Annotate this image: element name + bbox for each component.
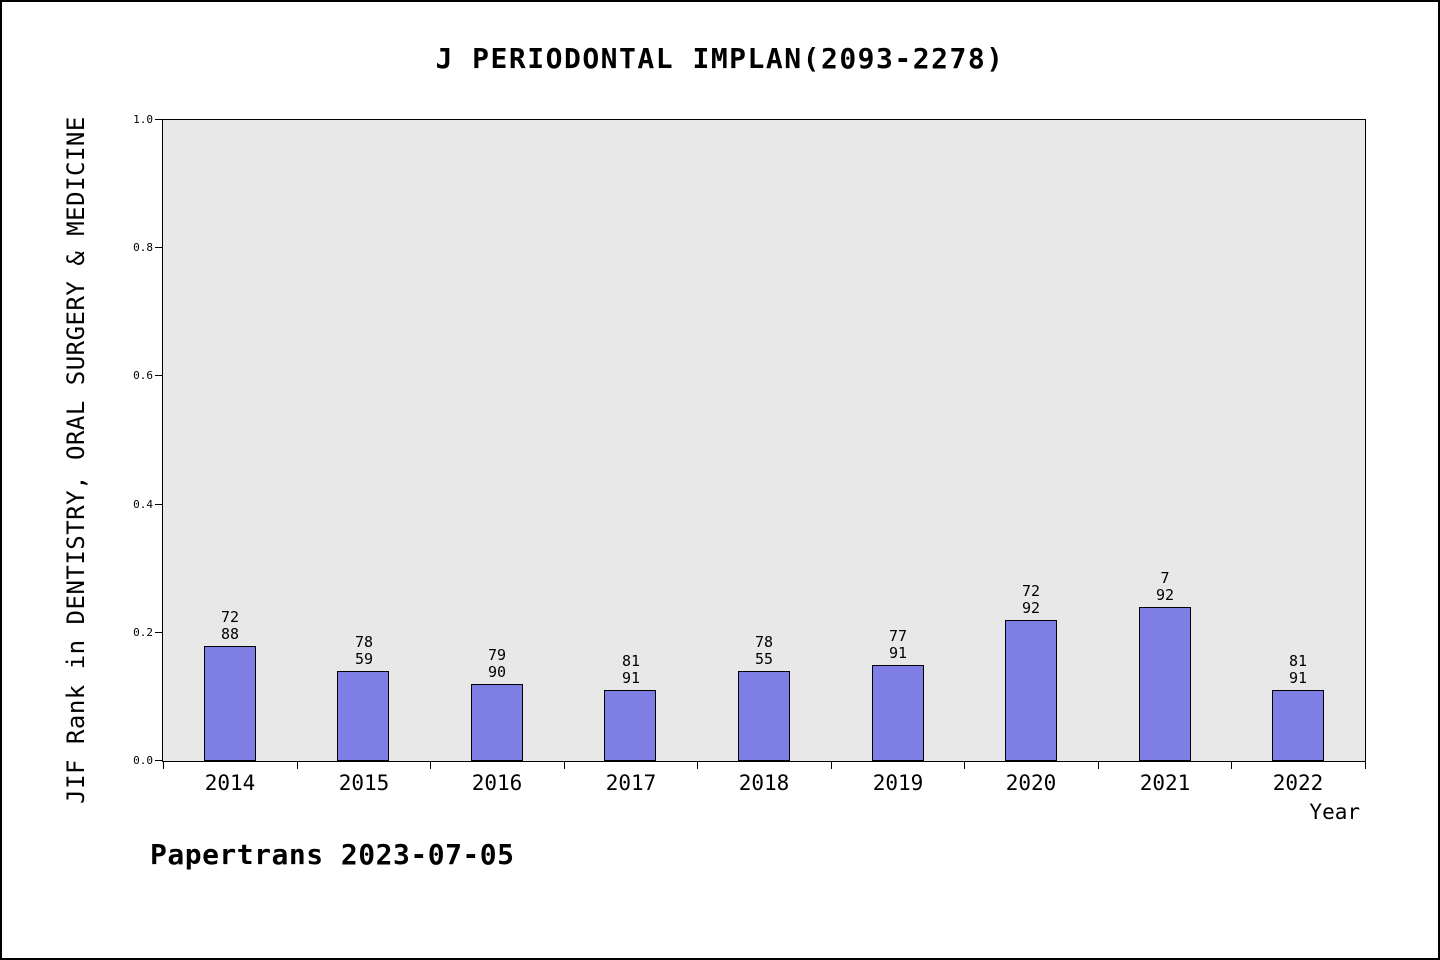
- bar-2016: [471, 684, 523, 761]
- bar-label-top: 7: [1160, 569, 1170, 587]
- x-tick-label: 2022: [1272, 771, 1324, 795]
- x-tick-mark: [831, 761, 832, 769]
- bar-label-2015: 78 59: [297, 634, 431, 668]
- bar-label-top: 72: [1021, 582, 1041, 600]
- x-tick-mark: [163, 761, 164, 769]
- bar-label-top: 81: [621, 652, 641, 670]
- bar-label-bottom: 91: [888, 644, 908, 662]
- bar-label-bottom: 91: [1288, 669, 1308, 687]
- x-tick-label: 2020: [1005, 771, 1057, 795]
- x-tick-mark: [1231, 761, 1232, 769]
- x-tick-label: 2021: [1139, 771, 1191, 795]
- bar-label-bottom: 88: [220, 625, 240, 643]
- bar-label-top: 72: [220, 608, 240, 626]
- x-tick-label: 2015: [338, 771, 390, 795]
- bar-label-top: 79: [487, 646, 507, 664]
- bar-2017: [604, 690, 656, 761]
- x-tick-label: 2016: [471, 771, 523, 795]
- y-axis-label: JIF Rank in DENTISTRY, ORAL SURGERY & ME…: [62, 116, 90, 804]
- y-tick-mark: [155, 119, 163, 120]
- bar-label-top: 77: [888, 627, 908, 645]
- bar-2020: [1005, 620, 1057, 761]
- x-tick-label: 2019: [872, 771, 924, 795]
- bar-label-2020: 72 92: [964, 583, 1098, 617]
- watermark-text: Papertrans 2023-07-05: [150, 838, 515, 871]
- x-tick-label: 2014: [204, 771, 256, 795]
- bar-label-bottom: 92: [1155, 586, 1175, 604]
- bar-2018: [738, 671, 790, 761]
- bar-2021: [1139, 607, 1191, 761]
- bar-label-2018: 78 55: [697, 634, 831, 668]
- bar-label-top: 81: [1288, 652, 1308, 670]
- bar-2019: [872, 665, 924, 761]
- chart-title: J PERIODONTAL IMPLAN(2093-2278): [435, 42, 1005, 75]
- bar-label-2022: 81 91: [1231, 653, 1365, 687]
- y-tick-label: 1.0: [133, 113, 153, 126]
- bar-label-bottom: 55: [754, 650, 774, 668]
- bar-label-bottom: 90: [487, 663, 507, 681]
- x-tick-mark: [564, 761, 565, 769]
- bar-label-bottom: 91: [621, 669, 641, 687]
- x-tick-label: 2018: [738, 771, 790, 795]
- bar-label-top: 78: [754, 633, 774, 651]
- bar-label-2017: 81 91: [564, 653, 698, 687]
- y-tick-mark: [155, 760, 163, 761]
- bar-label-bottom: 59: [354, 650, 374, 668]
- y-tick-mark: [155, 631, 163, 633]
- bar-label-2014: 72 88: [163, 609, 297, 643]
- y-tick-label: 0.4: [133, 497, 153, 511]
- x-tick-mark: [1365, 761, 1366, 769]
- bar-label-2019: 77 91: [831, 628, 965, 662]
- y-tick-label: 0.2: [133, 625, 153, 639]
- bar-label-top: 78: [354, 633, 374, 651]
- y-tick-mark: [155, 503, 163, 505]
- bar-2015: [337, 671, 389, 761]
- plot-area: 0.0 0.2 0.4 0.6 0.8 1.0 2014 72 88 2015 78 59 2016 79…: [133, 113, 1366, 795]
- x-tick-mark: [964, 761, 965, 769]
- y-tick-mark: [155, 247, 163, 249]
- bar-label-bottom: 92: [1021, 599, 1041, 617]
- bar-label-2016: 79 90: [430, 647, 564, 681]
- x-tick-mark: [297, 761, 298, 769]
- x-tick-label: 2017: [605, 771, 657, 795]
- y-tick-label: 0.0: [133, 754, 153, 767]
- x-tick-mark: [1098, 761, 1099, 769]
- y-tick-mark: [155, 375, 163, 377]
- x-tick-mark: [430, 761, 431, 769]
- y-tick-label: 0.8: [133, 241, 153, 255]
- bar-2014: [204, 646, 256, 761]
- bar-label-2021: 7 92: [1098, 570, 1232, 604]
- y-tick-label: 0.6: [133, 369, 153, 383]
- x-axis-label: Year: [1309, 800, 1360, 824]
- bar-2022: [1272, 690, 1324, 761]
- x-tick-mark: [697, 761, 698, 769]
